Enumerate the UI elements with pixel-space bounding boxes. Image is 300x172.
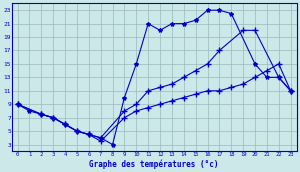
X-axis label: Graphe des températures (°c): Graphe des températures (°c)	[89, 159, 219, 169]
